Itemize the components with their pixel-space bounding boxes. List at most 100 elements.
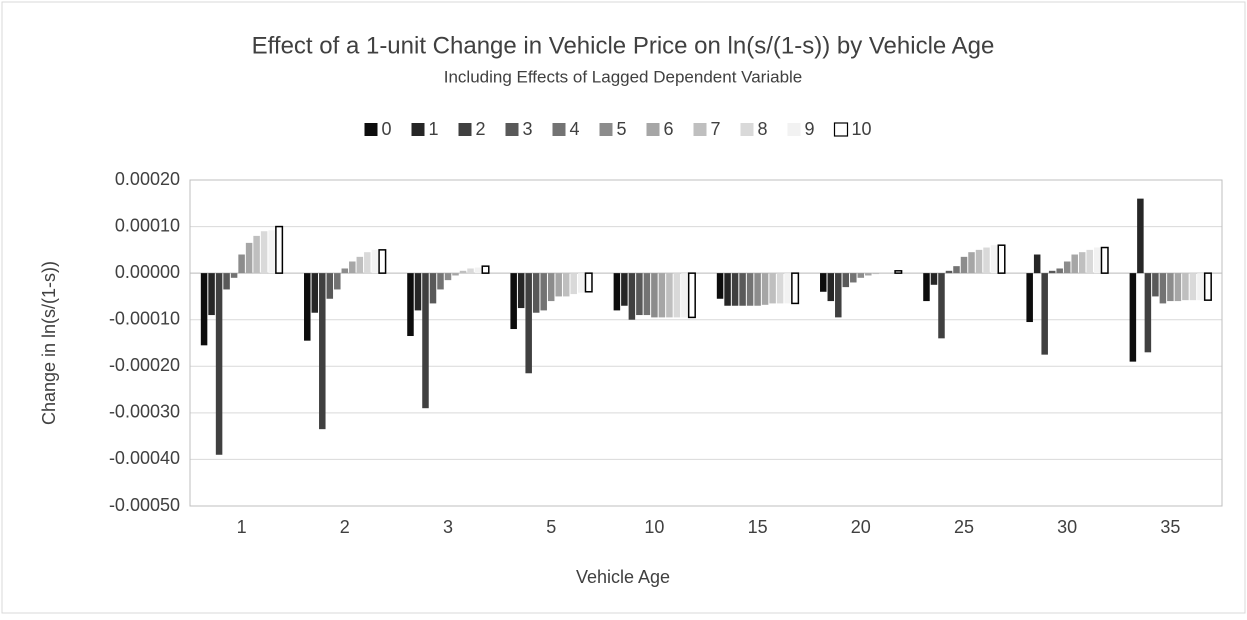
bar: [429, 273, 437, 304]
bar: [200, 273, 208, 346]
bar: [326, 273, 334, 299]
bar: [562, 273, 570, 297]
bar: [378, 249, 387, 274]
y-tick-label: 0.00000: [115, 262, 180, 282]
x-tick-label: 25: [954, 517, 974, 537]
bar: [555, 273, 562, 297]
bar: [761, 273, 769, 305]
legend-label: 7: [711, 119, 721, 139]
bar: [724, 273, 731, 306]
legend-label: 5: [617, 119, 627, 139]
bar: [1093, 247, 1101, 274]
bar: [923, 273, 930, 302]
bar: [990, 245, 998, 274]
x-tick-label: 3: [443, 517, 453, 537]
bar: [334, 273, 341, 290]
bar: [364, 252, 371, 274]
legend-label: 1: [429, 119, 439, 139]
bar: [540, 273, 547, 311]
bar: [716, 273, 724, 299]
y-tick-label: -0.00010: [109, 308, 180, 328]
chart-title: Effect of a 1-unit Change in Vehicle Pri…: [252, 32, 995, 59]
bar: [349, 261, 356, 274]
legend-swatch: [552, 123, 566, 136]
bar: [938, 273, 945, 339]
bar: [894, 270, 903, 274]
legend-swatch: [740, 123, 754, 136]
legend-swatch: [364, 123, 378, 136]
x-tick-label: 2: [340, 517, 350, 537]
bar: [275, 225, 284, 274]
bar: [835, 273, 842, 318]
bar: [754, 273, 761, 306]
y-tick-label: -0.00040: [109, 448, 180, 468]
bar: [474, 267, 482, 274]
bar: [547, 273, 555, 302]
bar: [945, 270, 953, 274]
bar: [208, 273, 215, 316]
bar: [311, 273, 319, 313]
legend-swatch: [787, 123, 801, 136]
bar: [260, 231, 268, 274]
bar: [666, 273, 673, 318]
bar: [643, 273, 651, 316]
legend-label: 2: [476, 119, 486, 139]
bar: [865, 273, 872, 276]
legend-label: 4: [570, 119, 580, 139]
y-tick-label: -0.00020: [109, 355, 180, 375]
bar: [769, 273, 776, 304]
bar: [452, 273, 459, 276]
bar: [1063, 261, 1071, 274]
bar: [1137, 198, 1144, 274]
bar: [1056, 268, 1063, 274]
bar: [746, 273, 754, 306]
bar: [872, 273, 880, 275]
bar: [1197, 273, 1204, 301]
bar: [1078, 252, 1086, 274]
bar: [857, 273, 865, 278]
x-axis-label: Vehicle Age: [576, 567, 670, 587]
bar: [510, 273, 517, 330]
legend-swatch: [505, 123, 519, 136]
bar: [791, 272, 800, 305]
bar: [621, 273, 628, 306]
bar: [304, 273, 311, 341]
bar: [651, 273, 658, 318]
x-tick-label: 35: [1160, 517, 1180, 537]
y-tick-label: 0.00010: [115, 215, 180, 235]
bar: [731, 273, 739, 306]
bar: [784, 273, 791, 304]
bar: [584, 272, 593, 293]
bar: [223, 273, 230, 290]
bar: [532, 273, 540, 313]
bar: [245, 242, 253, 274]
y-tick-label: -0.00050: [109, 495, 180, 515]
bar: [422, 273, 429, 409]
legend-label: 6: [664, 119, 674, 139]
bar: [975, 249, 983, 274]
legend-swatch: [458, 123, 472, 136]
bar: [1041, 273, 1048, 355]
x-tick-label: 15: [748, 517, 768, 537]
legend-swatch: [599, 123, 613, 136]
bar: [319, 273, 326, 430]
bar: [673, 273, 681, 318]
legend-swatch: [646, 123, 660, 136]
plot-border: [189, 179, 1223, 507]
bar: [820, 273, 827, 292]
bar: [953, 266, 960, 274]
bar: [444, 273, 452, 281]
x-tick-label: 5: [546, 517, 556, 537]
bar: [983, 247, 990, 274]
bar: [658, 273, 666, 318]
bar: [1071, 254, 1078, 274]
bar: [467, 268, 474, 274]
bar: [341, 268, 349, 274]
bar: [481, 265, 490, 274]
bar: [407, 273, 414, 337]
x-tick-label: 10: [644, 517, 664, 537]
bar: [1189, 273, 1197, 301]
bar: [1152, 273, 1159, 297]
bar: [968, 252, 975, 274]
